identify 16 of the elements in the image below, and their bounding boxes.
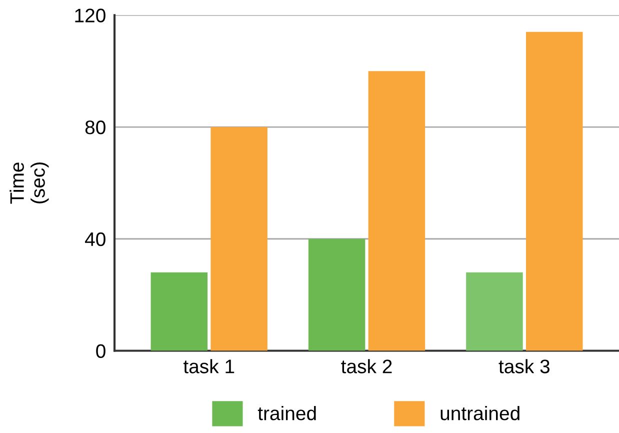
- bar: [210, 127, 268, 351]
- x-tick-label: task 2: [341, 359, 392, 374]
- y-tick-label: 40: [85, 232, 106, 246]
- bar: [308, 238, 366, 351]
- x-tick-label: task 1: [183, 359, 234, 374]
- y-tick-label: 0: [96, 344, 106, 358]
- x-tick-label: task 3: [498, 359, 550, 374]
- y-axis-title: Time (sec): [10, 162, 49, 204]
- bar: [368, 71, 426, 351]
- bar: [150, 272, 208, 351]
- bar: [526, 32, 583, 351]
- legend-label: trained: [258, 406, 316, 420]
- bar: [466, 272, 523, 351]
- y-tick-label: 120: [75, 8, 106, 22]
- y-tick-label: 80: [85, 120, 106, 134]
- legend-label: untrained: [440, 406, 520, 420]
